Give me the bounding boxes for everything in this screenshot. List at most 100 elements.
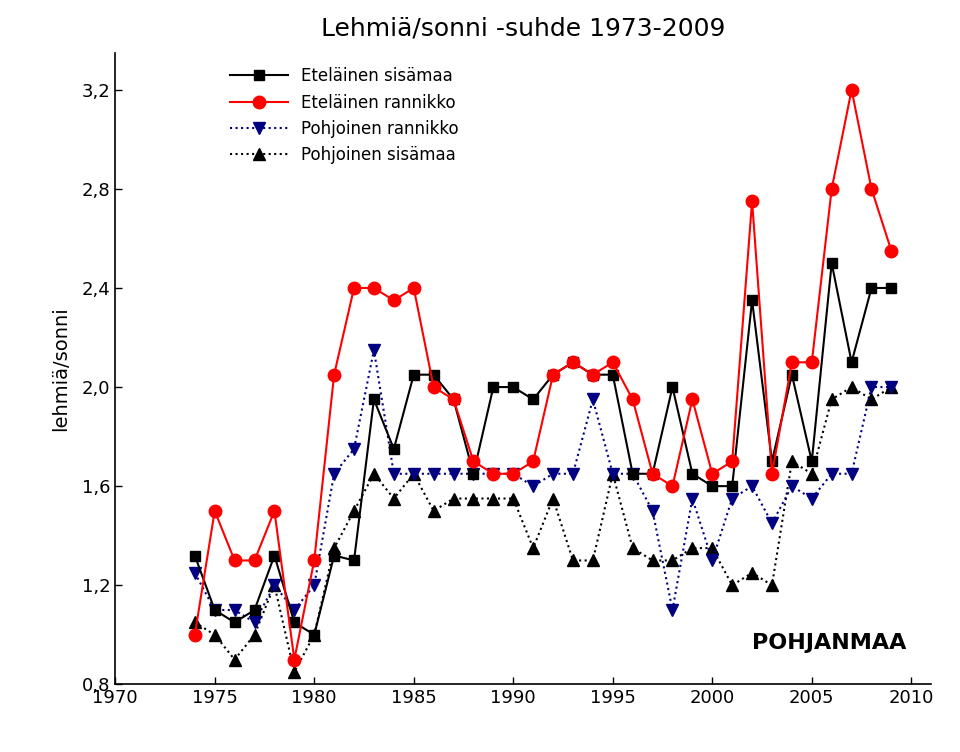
Pohjoinen rannikko: [666, 605, 678, 614]
Eteläinen rannikko: [209, 506, 221, 515]
Eteläinen rannikko: [468, 457, 479, 466]
Eteläinen rannikko: [567, 358, 579, 367]
Eteläinen rannikko: [866, 184, 877, 193]
Pohjoinen sisämaa: [189, 618, 201, 627]
Pohjoinen sisämaa: [727, 581, 738, 590]
Eteläinen rannikko: [488, 469, 499, 478]
Pohjoinen sisämaa: [408, 469, 420, 478]
Pohjoinen sisämaa: [786, 457, 798, 466]
Pohjoinen sisämaa: [686, 544, 698, 553]
Pohjoinen sisämaa: [627, 544, 638, 553]
Eteläinen sisämaa: [209, 605, 221, 614]
Eteläinen rannikko: [348, 284, 360, 293]
Pohjoinen rannikko: [488, 469, 499, 478]
Eteläinen sisämaa: [826, 259, 837, 268]
Pohjoinen sisämaa: [607, 469, 618, 478]
Pohjoinen sisämaa: [328, 544, 340, 553]
Eteläinen sisämaa: [408, 370, 420, 379]
Pohjoinen rannikko: [249, 618, 260, 627]
Pohjoinen rannikko: [806, 494, 818, 503]
Pohjoinen sisämaa: [527, 544, 539, 553]
Eteläinen sisämaa: [348, 556, 360, 565]
Eteläinen rannikko: [428, 383, 440, 392]
Eteläinen sisämaa: [746, 296, 757, 305]
Pohjoinen rannikko: [727, 494, 738, 503]
Legend: Eteläinen sisämaa, Eteläinen rannikko, Pohjoinen rannikko, Pohjoinen sisämaa: Eteläinen sisämaa, Eteläinen rannikko, P…: [229, 67, 459, 164]
Eteläinen sisämaa: [686, 469, 698, 478]
Pohjoinen sisämaa: [447, 494, 459, 503]
Pohjoinen rannikko: [746, 481, 757, 490]
Pohjoinen rannikko: [369, 345, 380, 354]
Eteläinen sisämaa: [488, 383, 499, 392]
Pohjoinen rannikko: [388, 469, 399, 478]
Eteläinen rannikko: [766, 469, 778, 478]
Eteläinen sisämaa: [508, 383, 519, 392]
Eteläinen rannikko: [369, 284, 380, 293]
Pohjoinen sisämaa: [866, 395, 877, 404]
Eteläinen sisämaa: [727, 481, 738, 490]
Eteläinen rannikko: [527, 457, 539, 466]
Pohjoinen sisämaa: [508, 494, 519, 503]
Eteläinen rannikko: [289, 655, 300, 664]
Pohjoinen rannikko: [766, 519, 778, 528]
Pohjoinen rannikko: [289, 605, 300, 614]
Pohjoinen sisämaa: [228, 655, 240, 664]
Pohjoinen sisämaa: [588, 556, 599, 565]
Eteläinen sisämaa: [766, 457, 778, 466]
Pohjoinen sisämaa: [388, 494, 399, 503]
Pohjoinen sisämaa: [886, 383, 898, 392]
Pohjoinen rannikko: [269, 581, 280, 590]
Pohjoinen sisämaa: [369, 469, 380, 478]
Pohjoinen rannikko: [826, 469, 837, 478]
Eteläinen rannikko: [846, 85, 857, 94]
Pohjoinen rannikko: [228, 605, 240, 614]
Y-axis label: lehmiä/sonni: lehmiä/sonni: [52, 306, 70, 431]
Eteläinen rannikko: [746, 197, 757, 206]
Eteläinen rannikko: [328, 370, 340, 379]
Eteläinen sisämaa: [369, 395, 380, 404]
Pohjoinen sisämaa: [846, 383, 857, 392]
Eteläinen sisämaa: [527, 395, 539, 404]
Eteläinen rannikko: [826, 184, 837, 193]
Eteläinen rannikko: [189, 630, 201, 639]
Eteläinen rannikko: [806, 358, 818, 367]
Eteläinen sisämaa: [786, 370, 798, 379]
Pohjoinen rannikko: [567, 469, 579, 478]
Eteläinen rannikko: [269, 506, 280, 515]
Eteläinen rannikko: [447, 395, 459, 404]
Eteläinen sisämaa: [289, 618, 300, 627]
Eteläinen rannikko: [388, 296, 399, 305]
Eteläinen sisämaa: [607, 370, 618, 379]
Eteläinen rannikko: [408, 284, 420, 293]
Pohjoinen sisämaa: [428, 506, 440, 515]
Title: Lehmiä/sonni -suhde 1973-2009: Lehmiä/sonni -suhde 1973-2009: [321, 17, 726, 41]
Pohjoinen rannikko: [209, 605, 221, 614]
Pohjoinen rannikko: [866, 383, 877, 392]
Pohjoinen rannikko: [707, 556, 718, 565]
Eteläinen rannikko: [727, 457, 738, 466]
Pohjoinen sisämaa: [707, 544, 718, 553]
Pohjoinen rannikko: [786, 481, 798, 490]
Pohjoinen sisämaa: [806, 469, 818, 478]
Eteläinen rannikko: [249, 556, 260, 565]
Eteläinen sisämaa: [866, 284, 877, 293]
Pohjoinen sisämaa: [746, 569, 757, 578]
Eteläinen sisämaa: [249, 605, 260, 614]
Eteläinen sisämaa: [707, 481, 718, 490]
Text: POHJANMAA: POHJANMAA: [753, 632, 906, 653]
Pohjoinen sisämaa: [249, 630, 260, 639]
Pohjoinen rannikko: [328, 469, 340, 478]
Pohjoinen sisämaa: [488, 494, 499, 503]
Eteläinen rannikko: [508, 469, 519, 478]
Pohjoinen rannikko: [508, 469, 519, 478]
Pohjoinen sisämaa: [269, 581, 280, 590]
Eteläinen sisämaa: [269, 551, 280, 560]
Eteläinen sisämaa: [447, 395, 459, 404]
Eteläinen rannikko: [686, 395, 698, 404]
Pohjoinen sisämaa: [209, 630, 221, 639]
Pohjoinen sisämaa: [468, 494, 479, 503]
Line: Eteläinen sisämaa: Eteläinen sisämaa: [190, 259, 897, 640]
Eteläinen sisämaa: [627, 469, 638, 478]
Pohjoinen rannikko: [189, 569, 201, 578]
Eteläinen sisämaa: [886, 284, 898, 293]
